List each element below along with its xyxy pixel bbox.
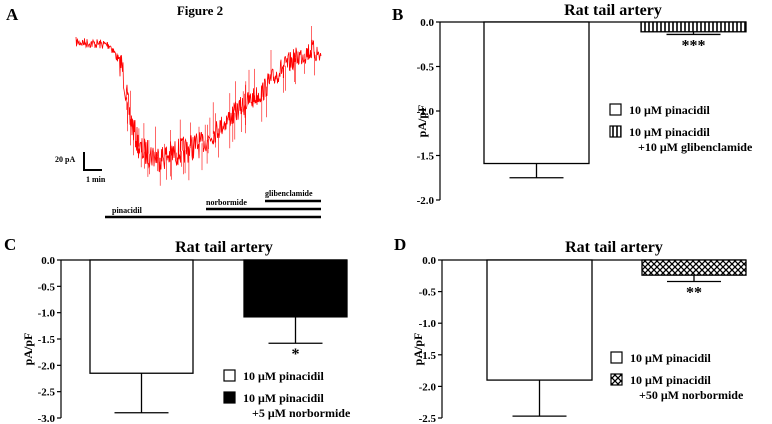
figure-title: Figure 2: [177, 3, 223, 18]
legend-swatch-1: [223, 369, 236, 382]
legend-sublabel-2: +10 μM glibenclamide: [638, 140, 753, 154]
drug-label-glibenclamide: glibenclamide: [265, 189, 313, 198]
chart-title: Rat tail artery: [565, 239, 663, 256]
y-tick-label: -1.0: [417, 106, 435, 118]
y-tick-label: -2.5: [419, 413, 437, 424]
y-tick-label: -1.0: [419, 318, 437, 330]
y-tick-label: -2.0: [417, 195, 435, 207]
panel-a: A Figure 2 20 pA 1 min pinacidil norborm…: [6, 3, 322, 219]
drug-label-pinacidil: pinacidil: [112, 206, 143, 215]
y-axis-label: pA/pF: [21, 333, 35, 366]
legend-sublabel-2: +5 μM norbormide: [252, 406, 351, 420]
legend-label-1: 10 μM pinacidil: [629, 103, 710, 117]
y-tick-label: -0.5: [419, 287, 437, 299]
bar-1: [89, 259, 194, 374]
bar-1: [486, 259, 593, 381]
significance-stars-2: *: [292, 346, 300, 363]
y-tick-label: -1.5: [38, 334, 56, 346]
y-tick-label: -3.0: [38, 413, 56, 424]
legend-swatch-1: [610, 351, 623, 364]
legend-label-2: 10 μM pinacidil: [630, 373, 711, 387]
legend-swatch-1: [609, 103, 622, 116]
legend-sublabel-2: +50 μM norbormide: [639, 388, 744, 402]
chart-panel-c: Rat tail artery 0.0 -0.5 -1.0 -1.5 -2.0 -2.5 -3…: [21, 239, 351, 424]
y-tick-label: 0.0: [420, 17, 434, 29]
y-tick-label: -2.0: [419, 381, 437, 393]
legend-swatch-2: [223, 391, 236, 404]
chart-panel-d: Rat tail artery 0.0 -0.5 -1.0 -1.5 -2.0 -2.5 pA…: [411, 239, 747, 424]
scale-bar: [83, 152, 102, 171]
scale-current-label: 20 pA: [55, 155, 75, 164]
panel-letter-a: A: [6, 5, 19, 24]
legend-swatch-2: [610, 373, 623, 386]
panel-letter-d: D: [394, 235, 406, 254]
panel-letter-c: C: [4, 235, 16, 254]
y-tick-label: -2.0: [38, 360, 56, 372]
panel-letter-b: B: [392, 5, 403, 24]
y-tick-label: -1.0: [38, 308, 56, 320]
legend-swatch-2: [609, 125, 622, 138]
significance-stars-2: **: [686, 284, 702, 301]
drug-label-norbormide: norbormide: [206, 198, 247, 207]
y-axis-label: pA/pF: [411, 333, 425, 366]
current-trace-noise: [126, 26, 315, 186]
chart-title: Rat tail artery: [175, 239, 273, 256]
y-tick-label: 0.0: [422, 255, 436, 267]
legend-label-1: 10 μM pinacidil: [630, 351, 711, 365]
y-axis-label: pA/pF: [415, 105, 429, 138]
legend-label-2: 10 μM pinacidil: [629, 125, 710, 139]
y-tick-label: -0.5: [38, 281, 56, 293]
legend-label-2: 10 μM pinacidil: [243, 391, 324, 405]
current-trace: [75, 36, 322, 173]
bar-1: [483, 21, 590, 165]
y-tick-label: -1.5: [417, 151, 435, 163]
bar-2: [640, 21, 747, 33]
chart-title: Rat tail artery: [564, 2, 662, 19]
chart-panel-b: Rat tail artery 0.0 -0.5 -1.0 -1.5 -2.0 pA/pF *…: [415, 2, 753, 207]
y-tick-label: -0.5: [417, 62, 435, 74]
scale-time-label: 1 min: [86, 175, 106, 184]
significance-stars-2: ***: [682, 37, 706, 54]
bar-2: [243, 259, 348, 318]
y-tick-label: -2.5: [38, 387, 56, 399]
bar-2: [641, 259, 747, 276]
y-tick-label: -1.5: [419, 350, 437, 362]
legend-label-1: 10 μM pinacidil: [243, 369, 324, 383]
y-tick-label: 0.0: [41, 255, 55, 267]
